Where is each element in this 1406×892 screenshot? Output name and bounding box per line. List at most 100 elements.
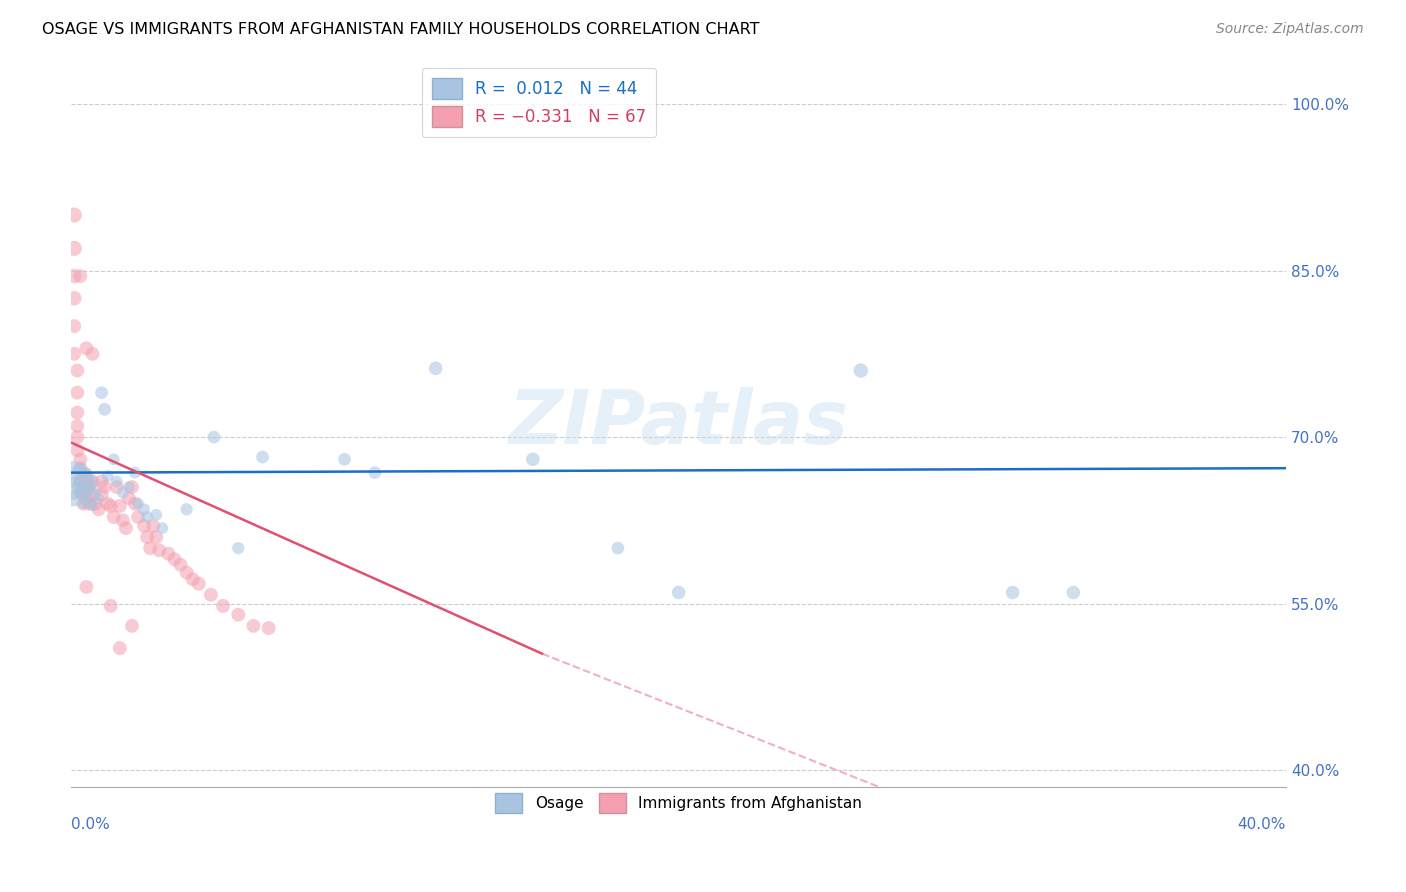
Point xyxy=(79,480,101,494)
Point xyxy=(66,480,89,494)
Point xyxy=(425,361,447,376)
Point xyxy=(111,513,134,527)
Point xyxy=(105,480,128,494)
Point xyxy=(93,402,115,417)
Point xyxy=(79,497,101,511)
Point xyxy=(333,452,356,467)
Point xyxy=(75,466,97,480)
Point xyxy=(66,443,89,458)
Point xyxy=(90,488,112,502)
Point xyxy=(72,485,94,500)
Point xyxy=(69,269,91,284)
Point xyxy=(212,599,235,613)
Point xyxy=(100,499,122,513)
Point xyxy=(100,599,122,613)
Point xyxy=(522,452,544,467)
Point xyxy=(72,497,94,511)
Point xyxy=(121,619,143,633)
Point xyxy=(72,480,94,494)
Point xyxy=(66,419,89,434)
Point xyxy=(97,469,120,483)
Point xyxy=(69,475,91,489)
Point xyxy=(69,452,91,467)
Point xyxy=(69,485,91,500)
Point xyxy=(111,485,134,500)
Point xyxy=(163,552,186,566)
Point xyxy=(118,491,141,505)
Point xyxy=(66,463,89,477)
Point xyxy=(108,641,131,656)
Text: ZIPatlas: ZIPatlas xyxy=(509,387,849,459)
Point xyxy=(90,385,112,400)
Point xyxy=(87,491,110,505)
Point xyxy=(127,497,149,511)
Point xyxy=(60,476,83,491)
Point xyxy=(72,480,94,494)
Point xyxy=(136,510,159,524)
Point xyxy=(242,619,264,633)
Point xyxy=(187,576,209,591)
Point xyxy=(66,385,89,400)
Point xyxy=(84,485,107,500)
Text: 0.0%: 0.0% xyxy=(72,817,110,832)
Point xyxy=(134,519,156,533)
Point xyxy=(82,347,104,361)
Point xyxy=(79,480,101,494)
Point xyxy=(82,475,104,489)
Point xyxy=(69,461,91,475)
Point xyxy=(75,580,97,594)
Point xyxy=(134,502,156,516)
Legend: Osage, Immigrants from Afghanistan: Osage, Immigrants from Afghanistan xyxy=(489,788,869,819)
Point xyxy=(75,341,97,355)
Point xyxy=(105,475,128,489)
Point xyxy=(169,558,191,572)
Point xyxy=(145,530,167,544)
Point xyxy=(364,466,387,480)
Point xyxy=(93,480,115,494)
Point xyxy=(148,543,170,558)
Point xyxy=(63,208,86,222)
Point xyxy=(63,291,86,305)
Point xyxy=(66,363,89,377)
Point xyxy=(63,241,86,255)
Point xyxy=(849,363,872,377)
Text: 40.0%: 40.0% xyxy=(1237,817,1286,832)
Point xyxy=(63,269,86,284)
Point xyxy=(69,475,91,489)
Point xyxy=(124,466,146,480)
Text: OSAGE VS IMMIGRANTS FROM AFGHANISTAN FAMILY HOUSEHOLDS CORRELATION CHART: OSAGE VS IMMIGRANTS FROM AFGHANISTAN FAM… xyxy=(42,22,759,37)
Point xyxy=(118,480,141,494)
Point xyxy=(108,499,131,513)
Point xyxy=(226,541,249,555)
Point xyxy=(668,585,690,599)
Point xyxy=(121,480,143,494)
Point xyxy=(97,497,120,511)
Point xyxy=(1001,585,1024,599)
Point xyxy=(181,572,204,586)
Point xyxy=(90,475,112,489)
Point xyxy=(69,475,91,489)
Point xyxy=(63,347,86,361)
Point xyxy=(82,499,104,513)
Point xyxy=(63,475,86,489)
Point xyxy=(75,488,97,502)
Point xyxy=(252,450,274,464)
Point xyxy=(145,508,167,522)
Point xyxy=(157,547,180,561)
Point xyxy=(66,406,89,420)
Point xyxy=(150,521,173,535)
Point xyxy=(115,521,138,535)
Point xyxy=(176,502,198,516)
Point xyxy=(139,541,162,555)
Point xyxy=(176,566,198,580)
Text: Source: ZipAtlas.com: Source: ZipAtlas.com xyxy=(1216,22,1364,37)
Point xyxy=(82,488,104,502)
Point xyxy=(66,430,89,444)
Point xyxy=(127,510,149,524)
Point xyxy=(75,491,97,505)
Point xyxy=(87,502,110,516)
Point xyxy=(202,430,225,444)
Point xyxy=(200,588,222,602)
Point xyxy=(82,475,104,489)
Point xyxy=(124,497,146,511)
